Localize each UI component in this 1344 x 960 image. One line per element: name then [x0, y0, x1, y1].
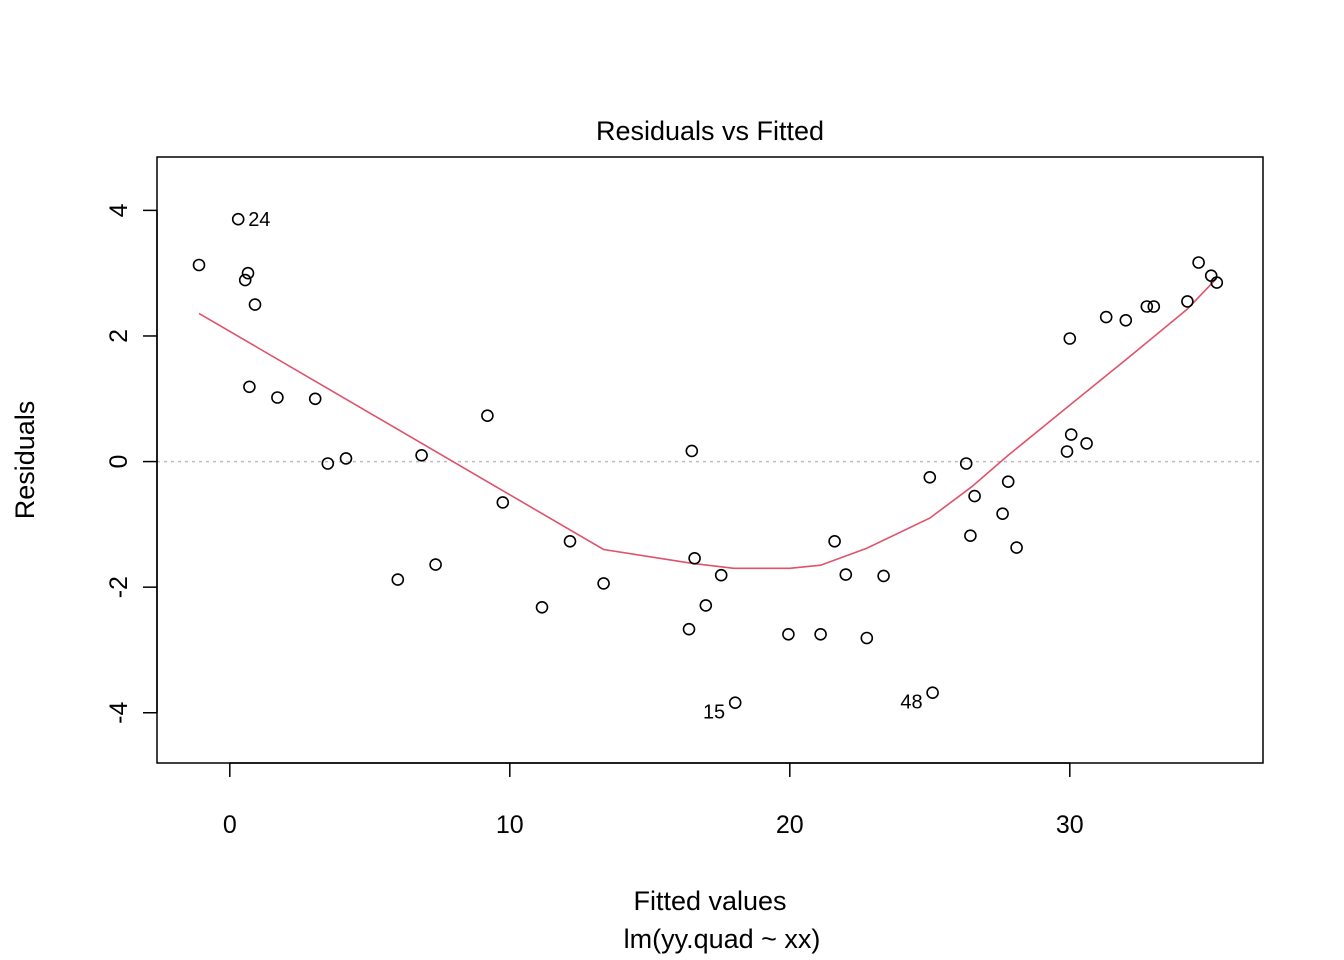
residual-point [238, 273, 252, 287]
x-axis-label: Fitted values [633, 886, 786, 916]
residual-point [248, 298, 262, 311]
residual-point [429, 558, 442, 571]
residual-point [1210, 276, 1224, 289]
residual-point [563, 534, 577, 548]
y-axis: -4 -2 0 2 4 [105, 203, 158, 724]
x-tick-label: 20 [776, 811, 804, 839]
residual-point [308, 392, 322, 406]
x-tick-label: 30 [1056, 811, 1084, 839]
residual-point [271, 391, 284, 404]
residual-point [1080, 437, 1093, 450]
residual-point [996, 507, 1009, 521]
residual-point [481, 409, 494, 423]
residual-point [1001, 475, 1015, 489]
residual-point [1140, 300, 1154, 313]
residual-point [1010, 541, 1023, 554]
x-axis: 0 10 20 30 [223, 762, 1084, 839]
residual-point [877, 569, 890, 583]
residual-point [243, 380, 256, 394]
residual-point [321, 457, 335, 470]
residual-point [688, 551, 701, 565]
residual-point [535, 600, 549, 614]
residual-point [1063, 332, 1077, 345]
residual-point [714, 568, 728, 582]
y-tick-label: 0 [105, 455, 133, 469]
residual-point [415, 448, 428, 462]
residual-point [1119, 313, 1133, 327]
x-tick-label: 0 [223, 811, 237, 839]
residual-point [682, 622, 696, 636]
residual-point [241, 266, 255, 280]
residual-point [391, 573, 405, 586]
residual-point [923, 470, 937, 484]
y-tick-label: 4 [105, 203, 133, 217]
residual-point [1192, 256, 1205, 269]
residual-point [968, 489, 981, 503]
model-formula-subtitle: lm(yy.quad ~ xx) [624, 924, 821, 954]
point-label: 24 [248, 209, 270, 231]
smooth-trend-line [198, 277, 1218, 570]
residual-point [1099, 310, 1113, 324]
residual-point [782, 627, 795, 641]
residual-point [860, 631, 874, 645]
residual-point [597, 577, 610, 590]
residual-point [828, 534, 841, 548]
residual-point [231, 212, 245, 226]
residual-point [699, 599, 713, 612]
residual-point [959, 457, 973, 470]
residual-point [192, 258, 206, 272]
residual-point [339, 452, 353, 465]
point-labels: 24 15 48 [248, 209, 922, 724]
y-tick-label: -4 [105, 702, 133, 724]
x-tick-label: 10 [496, 811, 524, 839]
residual-point [964, 529, 977, 543]
point-label: 15 [703, 702, 725, 724]
point-label: 48 [900, 692, 922, 714]
residual-point [1060, 445, 1074, 458]
residual-point [1064, 428, 1078, 441]
chart-title: Residuals vs Fitted [596, 116, 824, 146]
residual-point [685, 444, 699, 458]
y-tick-label: 2 [105, 329, 133, 343]
y-axis-label: Residuals [10, 401, 40, 520]
residual-point [1181, 295, 1194, 308]
residual-point [496, 496, 510, 509]
residual-point [814, 627, 827, 641]
residual-points [192, 212, 1224, 710]
residual-point [926, 686, 939, 700]
residual-point [839, 568, 853, 581]
y-tick-label: -2 [105, 576, 133, 598]
residual-point [1147, 300, 1161, 313]
residual-point [728, 696, 742, 710]
